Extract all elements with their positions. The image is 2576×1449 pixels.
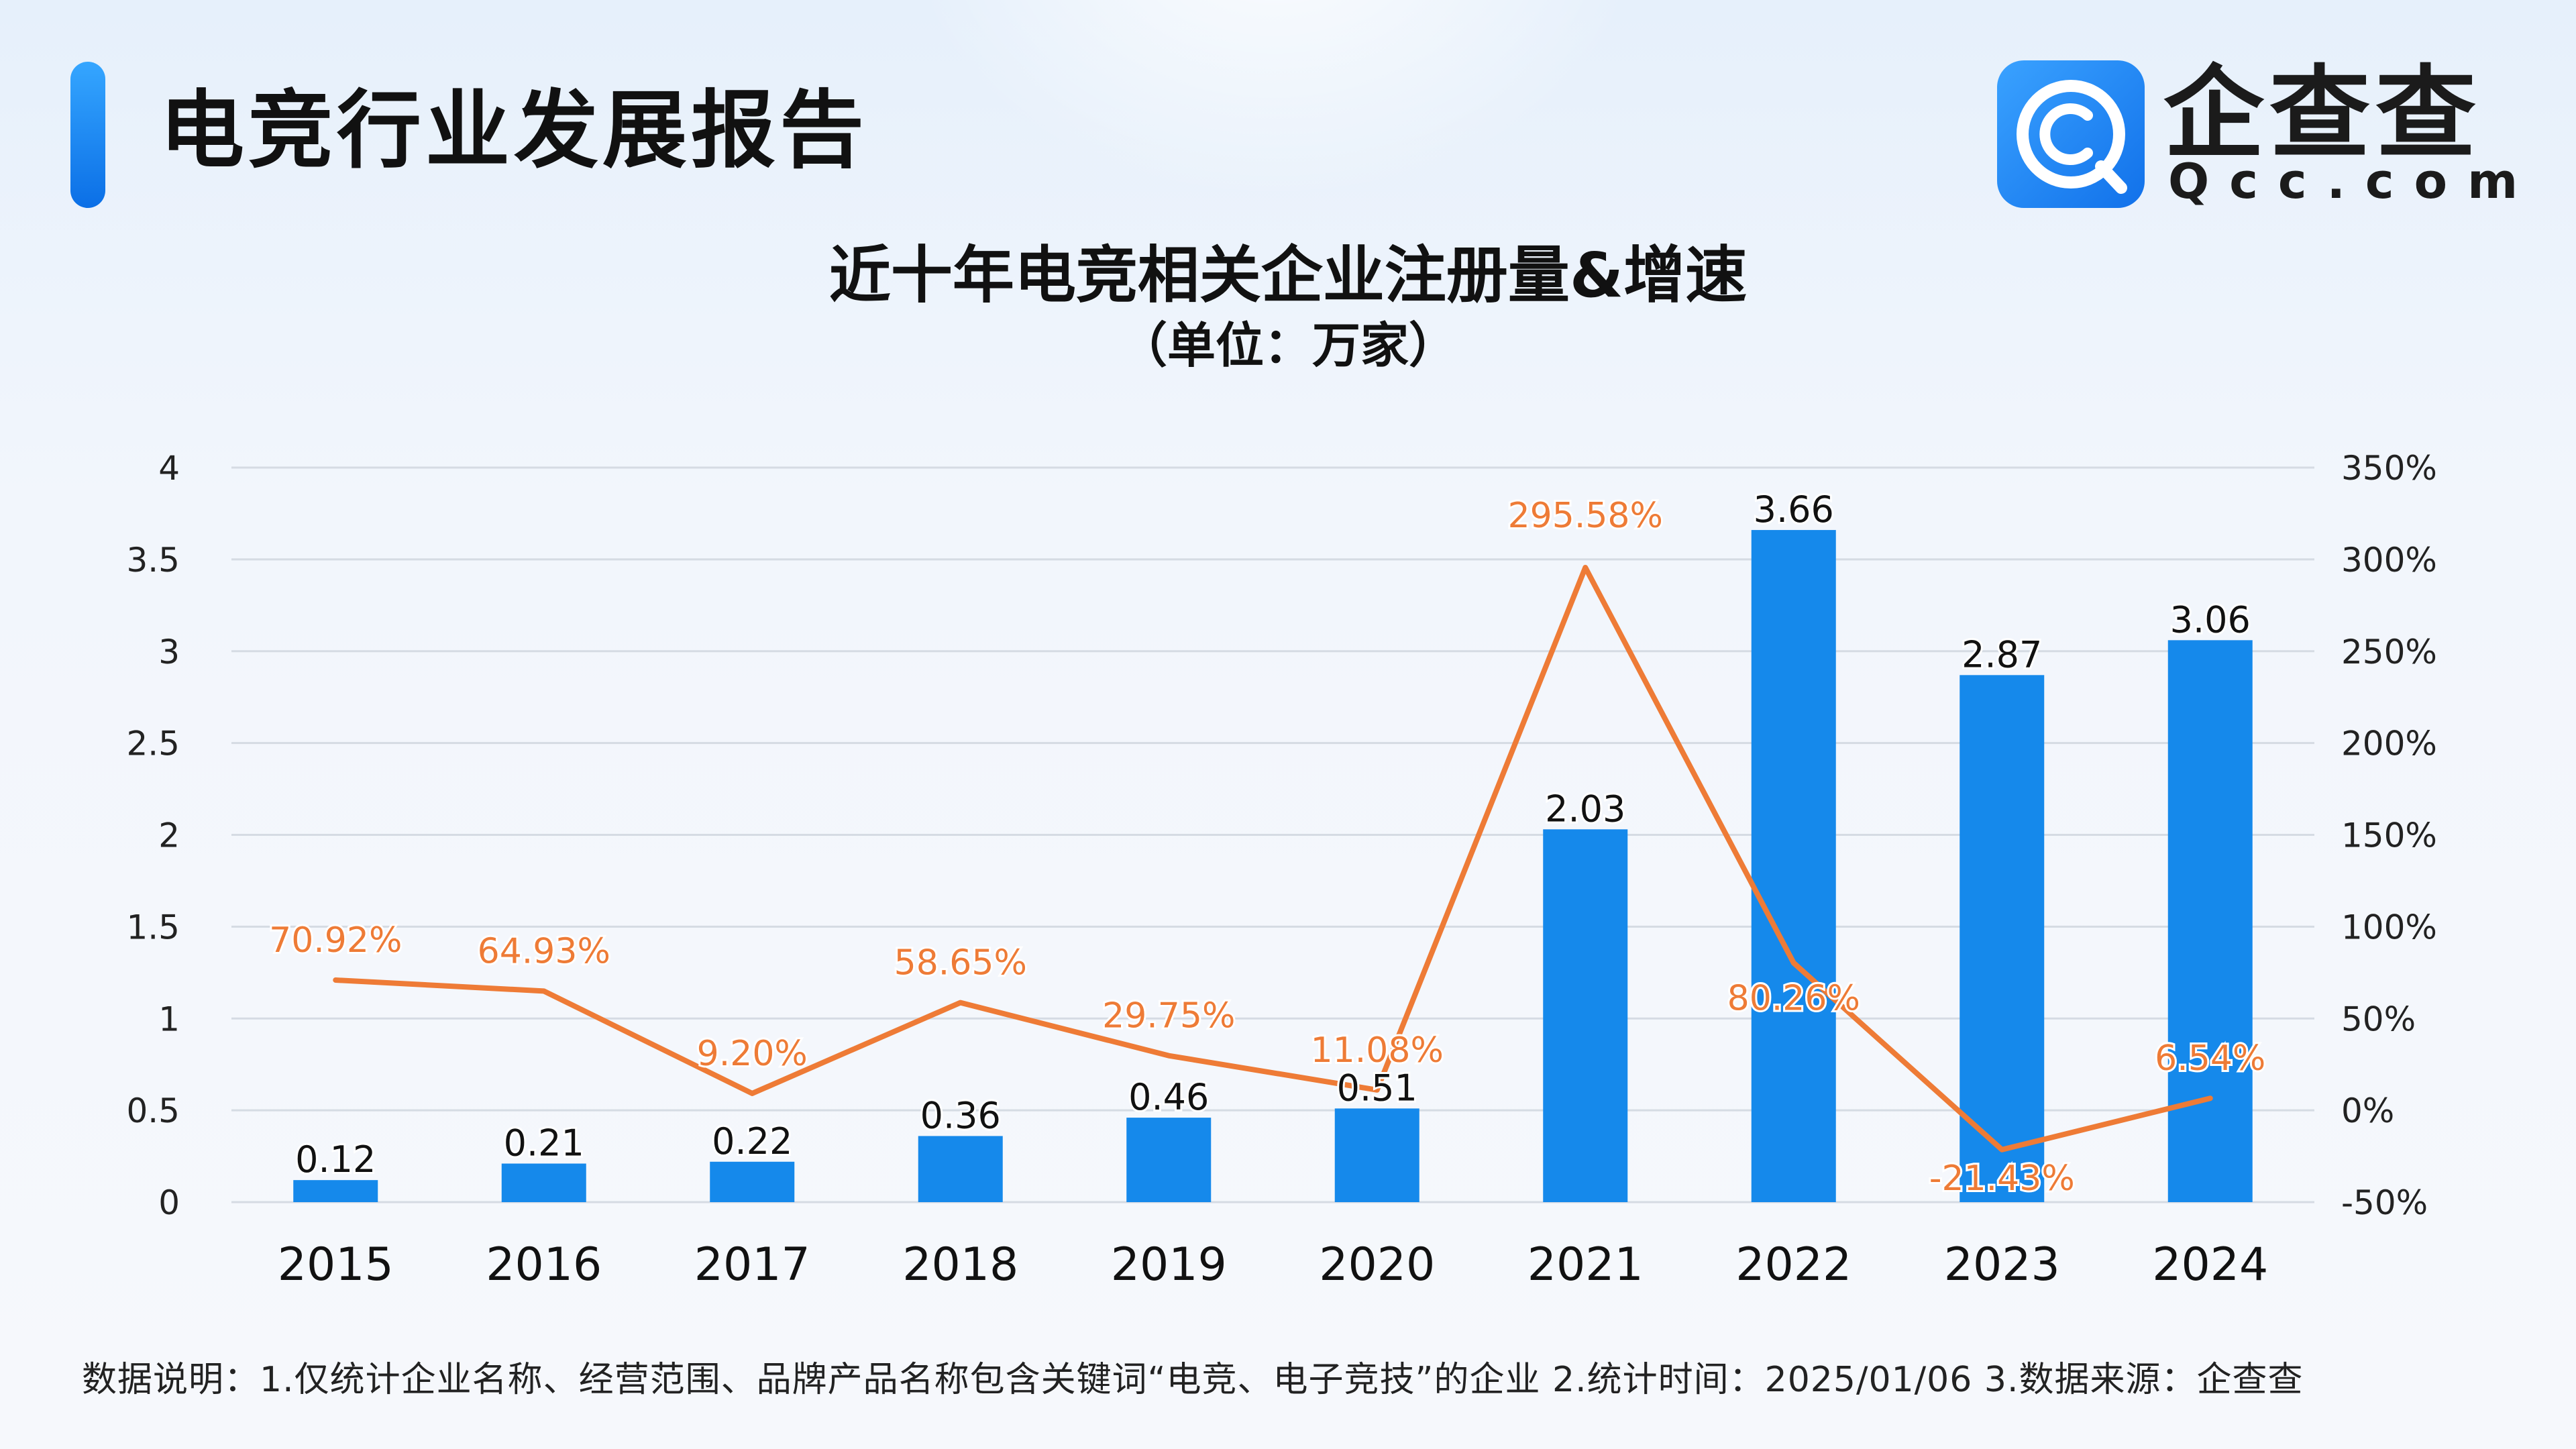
y-tick-label: 1 [158,1000,180,1038]
bar-value-label: 3.06 [2170,598,2251,641]
y-tick-label: 2.5 [126,724,180,763]
line-value-label: 64.93% [478,931,610,971]
bar-value-label: 3.66 [1754,488,1834,531]
bar-2017 [710,1161,795,1202]
qcc-logo-mark [2017,80,2127,194]
bar-2023 [1960,675,2045,1202]
y-tick-label: 0 [158,1183,180,1222]
y2-tick-label: 300% [2341,541,2437,580]
line-value-label: 295.58% [1508,496,1663,536]
y2-tick-label: 0% [2341,1091,2394,1130]
x-tick-label: 2018 [902,1238,1018,1291]
y-tick-label: 2 [158,816,180,855]
chart-subtitle: （单位：万家） [1119,317,1457,374]
y-tick-label: 0.5 [126,1091,180,1130]
bar-2016 [501,1163,586,1202]
y2-tick-label: 350% [2341,449,2437,488]
title-accent-bar [70,62,105,208]
bar-value-label: 0.21 [504,1122,584,1165]
x-tick-label: 2022 [1735,1238,1851,1291]
line-value-label: 9.20% [697,1034,808,1074]
x-tick-label: 2024 [2152,1238,2268,1291]
bar-value-label: 0.46 [1128,1076,1209,1118]
brand-name: 企查查 [2163,56,2482,172]
bar-value-label: 2.87 [1962,633,2042,676]
bar-value-label: 0.51 [1337,1067,1417,1109]
qcc-logo-icon [1997,60,2145,208]
chart-title: 近十年电竞相关企业注册量&增速 [829,239,1747,311]
bar-value-label: 0.12 [295,1138,376,1181]
bar-value-label: 0.22 [712,1120,792,1163]
y2-tick-label: -50% [2341,1183,2428,1222]
growth-rate-line [333,564,2213,1152]
y2-tick-label: 200% [2341,724,2437,763]
line-value-label: -21.43% [1929,1159,2075,1199]
line-value-label: 70.92% [269,920,402,961]
x-tick-label: 2023 [1944,1238,2060,1291]
bar-2022 [1751,530,1836,1202]
bar-2024 [2167,640,2253,1202]
line-value-label: 58.65% [894,943,1027,983]
bar-2020 [1334,1108,1419,1202]
brand-domain: Qcc.com [2168,153,2538,209]
y2-tick-label: 50% [2341,1000,2416,1038]
bar-2015 [293,1180,378,1202]
x-tick-label: 2020 [1319,1238,1435,1291]
x-tick-label: 2015 [278,1238,394,1291]
y-tick-label: 1.5 [126,908,180,947]
y-tick-label: 3 [158,633,180,672]
y-tick-label: 3.5 [126,541,180,580]
bar-value-label: 2.03 [1545,788,1625,830]
x-tick-label: 2019 [1111,1238,1227,1291]
y2-tick-label: 100% [2341,908,2437,947]
y-tick-label: 4 [158,449,180,488]
x-tick-label: 2016 [486,1238,602,1291]
line-value-label: 29.75% [1102,996,1235,1036]
bar-2018 [918,1136,1003,1202]
bar-2019 [1126,1118,1212,1202]
bar-value-label: 0.36 [920,1094,1001,1136]
footnote: 数据说明：1.仅统计企业名称、经营范围、品牌产品名称包含关键词“电竞、电子竞技”… [82,1360,2304,1400]
page-title: 电竞行业发展报告 [160,81,868,180]
bar-2021 [1543,829,1628,1202]
line-value-label: 80.26% [1727,978,1860,1018]
x-tick-label: 2021 [1527,1238,1644,1291]
y2-tick-label: 150% [2341,816,2437,855]
line-value-label: 6.54% [2155,1038,2265,1079]
line-value-label: 11.08% [1311,1030,1444,1071]
x-tick-label: 2017 [694,1238,810,1291]
y2-tick-label: 250% [2341,633,2437,672]
